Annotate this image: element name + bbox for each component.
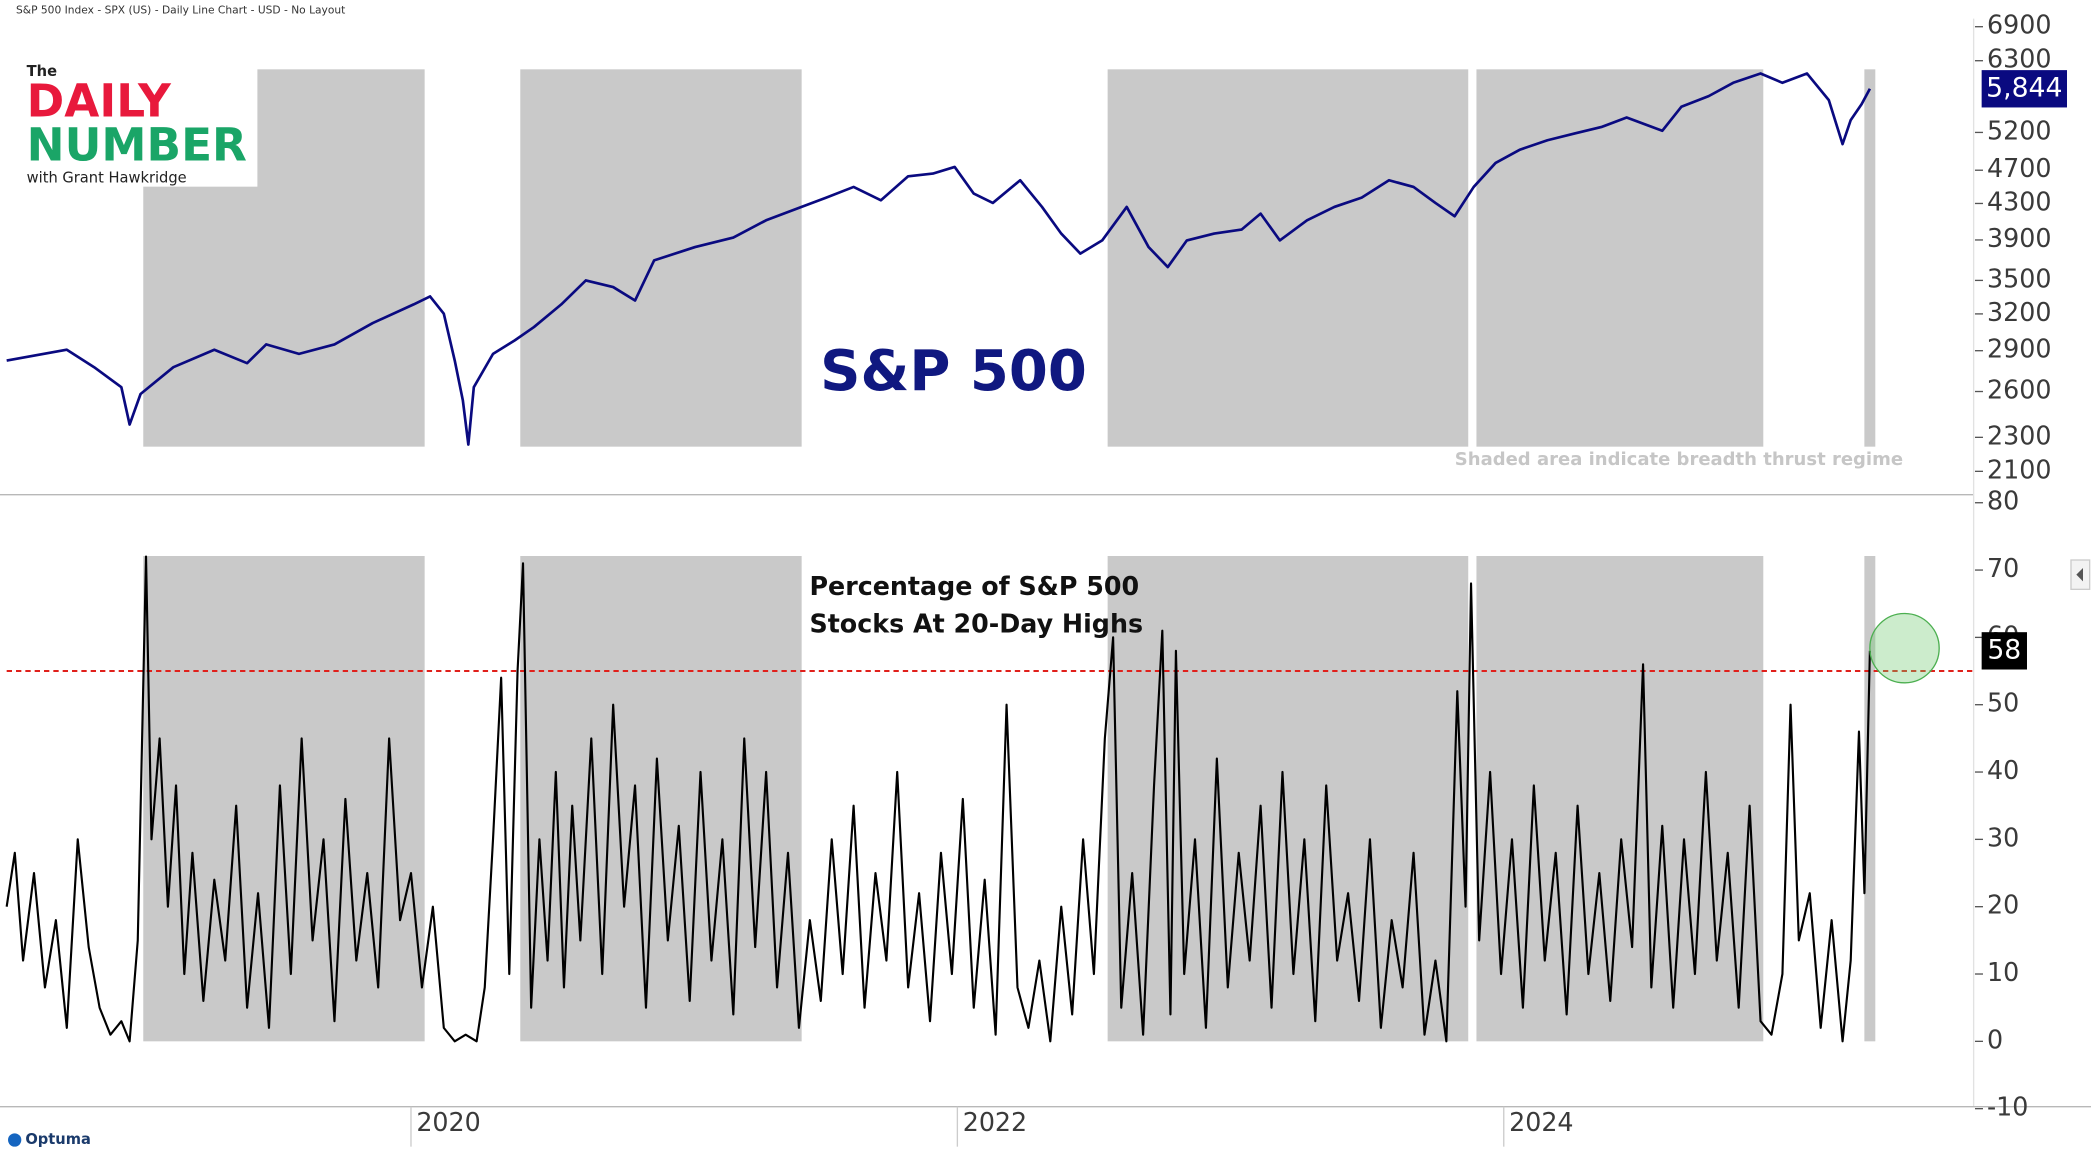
y-tick-label: 20 (1987, 890, 2019, 920)
logo-line2: NUMBER (27, 119, 247, 172)
y-tick-label: 3500 (1987, 263, 2051, 293)
y-tick-label: 40 (1987, 755, 2019, 785)
y-tick-label: 3200 (1987, 297, 2051, 327)
collapse-button[interactable] (2070, 559, 2091, 590)
x-tick-label: 2020 (416, 1107, 480, 1137)
footer-text: Optuma (25, 1131, 91, 1148)
shaded-region (1864, 69, 1876, 447)
shaded-region (143, 556, 425, 1042)
logo: The DAILY NUMBER with Grant Hawkridge (22, 60, 258, 187)
y-tick-label: 2900 (1987, 334, 2051, 364)
y-tick-label: 4700 (1987, 153, 2051, 183)
y-tick-label: 30 (1987, 822, 2019, 852)
logo-box (22, 60, 258, 187)
data-line (6, 72, 1872, 446)
x-tick-label: 2022 (963, 1107, 1027, 1137)
chart-note: Shaded area indicate breadth thrust regi… (1455, 449, 1903, 470)
y-tick-label: 2300 (1987, 420, 2051, 450)
shaded-region (1107, 556, 1469, 1042)
x-tick-label: 2024 (1509, 1107, 1573, 1137)
shaded-region (1864, 556, 1876, 1042)
x-axis-band (0, 1106, 2091, 1152)
y-tick-label: 70 (1987, 553, 2019, 583)
y-tick-label: 0 (1987, 1024, 2003, 1054)
last-value-badge (1981, 632, 2027, 670)
chart-title: Percentage of S&P 500 (809, 571, 1139, 601)
shaded-region (1476, 69, 1764, 447)
highlight-circle (1869, 612, 1940, 684)
logo-tagline: with Grant Hawkridge (27, 170, 187, 187)
collapse-icon[interactable] (2076, 568, 2083, 582)
y-tick-label: 50 (1987, 688, 2019, 718)
chart-title: Stocks At 20-Day Highs (809, 608, 1143, 638)
y-tick-label: 6300 (1987, 44, 2051, 74)
last-value-badge (1981, 70, 2067, 108)
last-value-label: 5,844 (1986, 72, 2062, 103)
y-tick-label: 80 (1987, 486, 2019, 516)
y-tick-label: -10 (1987, 1092, 2028, 1122)
shaded-region (520, 556, 802, 1042)
y-tick-label: 6900 (1987, 10, 2051, 40)
header: S&P 500 Index - SPX (US) - Daily Line Ch… (16, 4, 345, 17)
y-tick-label: 5200 (1987, 115, 2051, 145)
shaded-region (1107, 69, 1469, 447)
y-tick-label: 10 (1987, 957, 2019, 987)
y-tick-label: 2100 (1987, 454, 2051, 484)
chart-title: S&P 500 (820, 339, 1087, 404)
y-tick-label: 2600 (1987, 375, 2051, 405)
y-tick-label: 3900 (1987, 223, 2051, 253)
logo-the: The (27, 63, 57, 80)
logo-line1: DAILY (27, 75, 172, 128)
last-value-label: 58 (1987, 634, 2021, 665)
y-tick-label: 4300 (1987, 186, 2051, 216)
footer-icon (8, 1133, 22, 1147)
footer: Optuma (8, 1131, 91, 1148)
data-line (5, 555, 1871, 1043)
